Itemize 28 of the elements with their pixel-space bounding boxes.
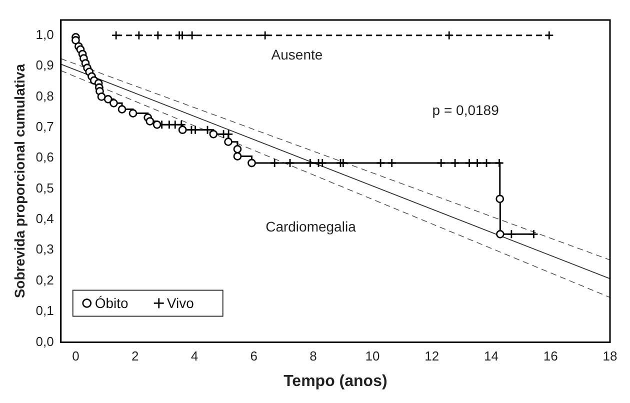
legend-label: Vivo xyxy=(166,295,194,312)
y-tick-label: 0,3 xyxy=(36,242,54,257)
x-tick-label: 2 xyxy=(131,348,139,364)
x-tick-label: 18 xyxy=(602,348,618,364)
annotation: Cardiomegalia xyxy=(266,218,356,235)
x-axis-title: Tempo (anos) xyxy=(284,372,388,390)
y-tick-label: 0,1 xyxy=(36,303,54,318)
x-tick-label: 16 xyxy=(543,348,558,364)
y-tick-label: 0,6 xyxy=(36,150,54,165)
x-tick-label: 0 xyxy=(72,348,80,364)
legend-label: Óbito xyxy=(94,295,129,312)
x-tick-label: 12 xyxy=(424,348,440,364)
y-axis-title: Sobrevida proporcional cumulativa xyxy=(11,64,28,298)
x-tick-label: 8 xyxy=(310,348,317,364)
y-tick-label: 0,9 xyxy=(36,58,54,73)
annotation: Ausente xyxy=(271,46,323,62)
y-tick-label: 0,5 xyxy=(36,180,54,196)
y-tick-label: 0,7 xyxy=(36,118,54,134)
y-tick-label: 1,0 xyxy=(36,26,54,42)
x-tick-label: 6 xyxy=(250,348,258,364)
x-tick-label: 14 xyxy=(484,348,499,364)
x-tick-label: 4 xyxy=(190,348,198,364)
y-tick-label: 0,4 xyxy=(36,211,54,226)
x-tick-label: 10 xyxy=(365,348,380,364)
y-tick-label: 0,0 xyxy=(36,334,54,349)
annotation: p = 0,0189 xyxy=(432,102,500,118)
y-tick-label: 0,2 xyxy=(36,272,54,288)
y-tick-label: 0,8 xyxy=(36,88,54,104)
